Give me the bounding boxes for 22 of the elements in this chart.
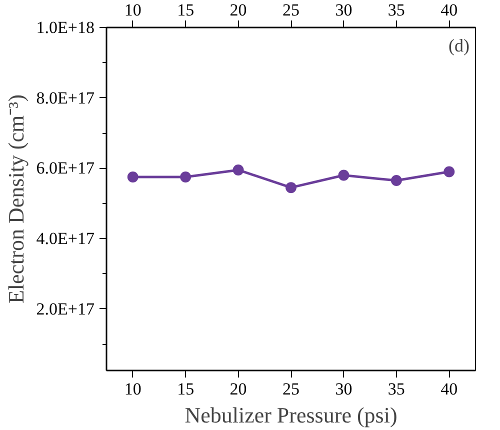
x2-tick-label: 20: [230, 380, 247, 398]
y-tick-label: 8.0E+17: [36, 88, 95, 108]
x2-tick-label: 10: [124, 380, 142, 398]
y-axis-title: Electron Density (cm⁻³): [3, 94, 28, 304]
x-tick-label: 35: [388, 0, 405, 20]
y-tick-label: 6.0E+17: [36, 158, 95, 178]
x2-tick-label: 35: [388, 380, 405, 398]
x-tick-label: 25: [282, 0, 300, 20]
x-tick-label: 40: [440, 0, 458, 20]
x-tick-label: 10: [124, 0, 142, 20]
x-tick-label: 20: [230, 0, 247, 20]
y-tick-label: 2.0E+17: [36, 299, 95, 318]
x2-tick-label: 30: [335, 380, 352, 398]
x2-tick-label: 15: [177, 380, 194, 398]
x2-tick-label: 40: [440, 380, 458, 398]
x-tick-label: 30: [335, 0, 352, 20]
y-tick-label: 1.0E+18: [36, 18, 95, 37]
x-axis-title: Nebulizer Pressure (psi): [184, 402, 398, 428]
y-tick-label: 4.0E+17: [36, 229, 95, 248]
x-tick-label: 15: [177, 0, 194, 20]
x2-tick-label: 25: [282, 380, 300, 398]
annotation: (d): [448, 36, 470, 56]
